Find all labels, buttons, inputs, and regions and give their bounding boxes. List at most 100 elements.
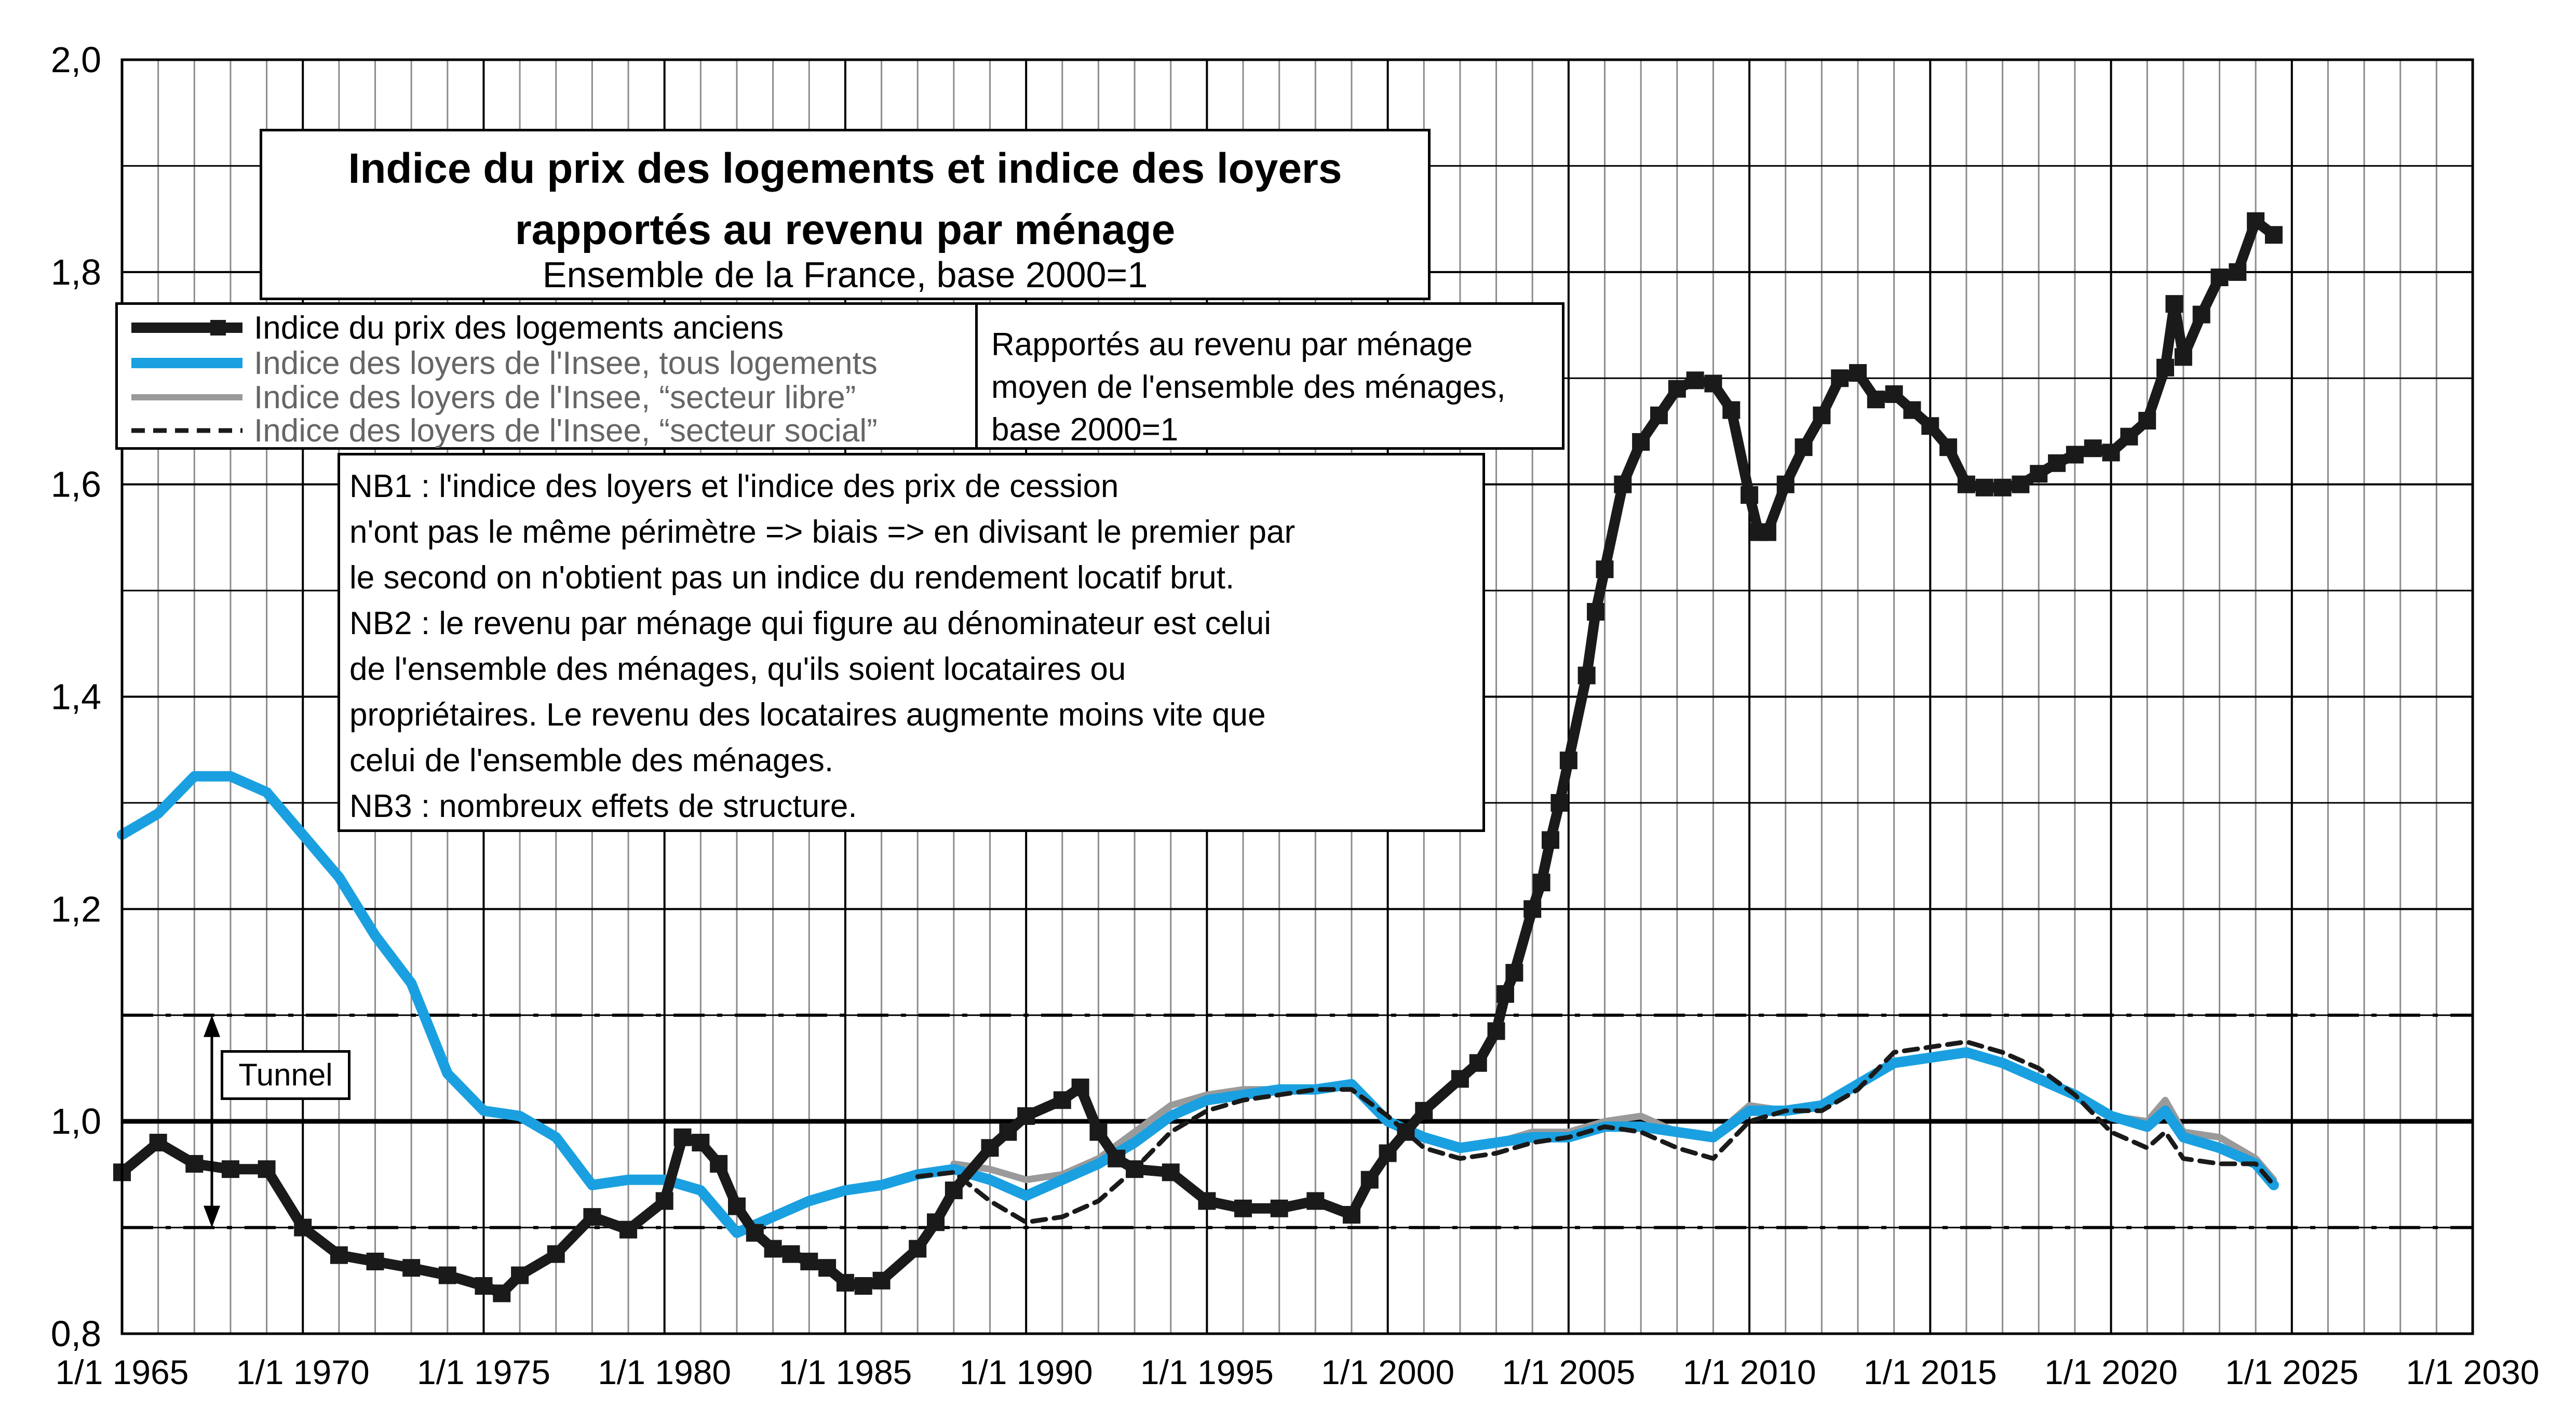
tunnel-arrow-head-down: [204, 1205, 220, 1228]
series-point: [1704, 374, 1722, 393]
series-point: [2165, 295, 2183, 313]
series-point: [493, 1284, 511, 1303]
series-point: [1813, 406, 1831, 424]
series-point: [330, 1246, 348, 1264]
series-point: [1415, 1102, 1433, 1120]
series-point: [185, 1155, 204, 1173]
tunnel-label: Tunnel: [221, 1050, 350, 1100]
series-point: [1577, 666, 1596, 685]
series-point: [1867, 391, 1885, 409]
series-point: [1234, 1199, 1252, 1217]
series-point: [673, 1128, 692, 1146]
series-point: [1668, 380, 1686, 398]
x-tick-label: 1/1 1970: [236, 1353, 370, 1391]
nb-note-line: n'ont pas le même périmètre => biais => …: [349, 514, 1296, 550]
ratio-note-line: Rapportés au revenu par ménage: [991, 327, 1473, 363]
x-tick-label: 1/1 1985: [778, 1353, 912, 1391]
x-tick-label: 1/1 1975: [417, 1353, 550, 1391]
series-point: [1108, 1149, 1126, 1168]
legend-item-libre: Indice des loyers de l'Insee, “secteur l…: [118, 381, 976, 414]
legend-swatch-tous: [131, 358, 242, 368]
series-point: [1306, 1192, 1325, 1210]
series-point: [655, 1192, 673, 1210]
legend-label-prix: Indice du prix des logements anciens: [254, 310, 784, 346]
series-point: [294, 1218, 312, 1237]
series-point: [1451, 1070, 1469, 1088]
nb-note-line: NB2 : le revenu par ménage qui figure au…: [349, 606, 1271, 641]
nb-note-line: NB3 : nombreux effets de structure.: [349, 788, 857, 824]
x-tick-label: 1/1 1965: [56, 1353, 189, 1391]
nb-note-line: NB1 : l'indice des loyers et l'indice de…: [349, 468, 1119, 504]
series-point: [872, 1271, 891, 1290]
series-point: [2120, 427, 2138, 446]
series-point: [1722, 401, 1741, 419]
series-point: [1089, 1123, 1108, 1141]
series-point: [945, 1182, 963, 1200]
series-point: [1650, 406, 1668, 424]
y-tick-label: 0,8: [51, 1313, 101, 1354]
series-point: [2264, 226, 2283, 244]
series-point: [1632, 433, 1650, 451]
series-point: [2084, 439, 2102, 458]
series-point: [2247, 212, 2265, 230]
series-point: [1957, 475, 1975, 493]
series-line: [117, 771, 2279, 1238]
legend-swatch-prix: [131, 320, 242, 336]
series-point: [1017, 1107, 1035, 1125]
reference-lines: [122, 1013, 2473, 1229]
series-point: [1542, 831, 1560, 849]
x-tick-label: 1/1 2015: [1864, 1353, 1997, 1391]
series-point: [836, 1273, 854, 1292]
y-tick-label: 2,0: [51, 39, 101, 80]
series-point: [2174, 348, 2192, 366]
nb-note: NB1 : l'indice des loyers et l'indice de…: [338, 453, 1485, 832]
series-point: [2066, 446, 2084, 464]
nb-note-line: le second on n'obtient pas un indice du …: [349, 560, 1235, 596]
chart-title-line-2: rapportés au revenu par ménage: [515, 206, 1176, 253]
series-point: [727, 1197, 746, 1215]
x-tick-label: 1/1 1990: [960, 1353, 1093, 1391]
series-point: [818, 1259, 837, 1277]
x-tick-label: 1/1 2030: [2406, 1353, 2540, 1391]
series-point: [800, 1252, 818, 1270]
series-point: [1741, 486, 1759, 504]
series-point: [1903, 401, 1921, 419]
series-point: [1921, 417, 1939, 435]
y-tick-label: 1,6: [51, 464, 101, 505]
legend-item-tous: Indice des loyers de l'Insee, tous logem…: [118, 346, 976, 380]
series-point: [1939, 438, 1958, 457]
series-layer: [113, 212, 2283, 1303]
series-point: [1270, 1199, 1288, 1217]
series-point: [221, 1160, 239, 1178]
tunnel-arrow: [204, 1015, 220, 1228]
series-point: [1885, 385, 1903, 403]
series-point: [764, 1240, 782, 1258]
series-point: [1587, 602, 1605, 621]
legend-label-tous: Indice des loyers de l'Insee, tous logem…: [254, 345, 878, 381]
series-point: [981, 1139, 999, 1157]
series-point: [1975, 478, 1993, 496]
series-point: [2030, 465, 2048, 483]
series-point: [1487, 1022, 1505, 1040]
series-point: [854, 1277, 872, 1295]
series-point: [547, 1245, 565, 1263]
y-tick-label: 1,4: [51, 677, 101, 717]
series-point: [746, 1224, 764, 1242]
plot-frame: [120, 58, 2474, 1335]
series-point: [1795, 438, 1813, 457]
series-point: [1379, 1144, 1397, 1162]
x-tick-label: 1/1 2020: [2044, 1353, 2178, 1391]
series-point: [1397, 1123, 1415, 1141]
series-point: [1162, 1163, 1180, 1182]
x-tick-label: 1/1 1980: [598, 1353, 731, 1391]
tunnel-arrow-head-up: [204, 1015, 220, 1037]
series-point: [1360, 1171, 1379, 1189]
chart-subtitle: Ensemble de la France, base 2000=1: [542, 254, 1148, 295]
series-point: [1053, 1091, 1071, 1109]
series-point: [1776, 475, 1795, 493]
x-tick-label: 1/1 2005: [1502, 1353, 1635, 1391]
y-axis-ticks: 0,8 1,0 1,2 1,4 1,6 1,8 2,0: [51, 39, 101, 1354]
series-point: [2156, 358, 2175, 377]
series-point: [999, 1123, 1017, 1141]
nb-note-line: propriétaires. Le revenu des locataires …: [349, 697, 1266, 733]
